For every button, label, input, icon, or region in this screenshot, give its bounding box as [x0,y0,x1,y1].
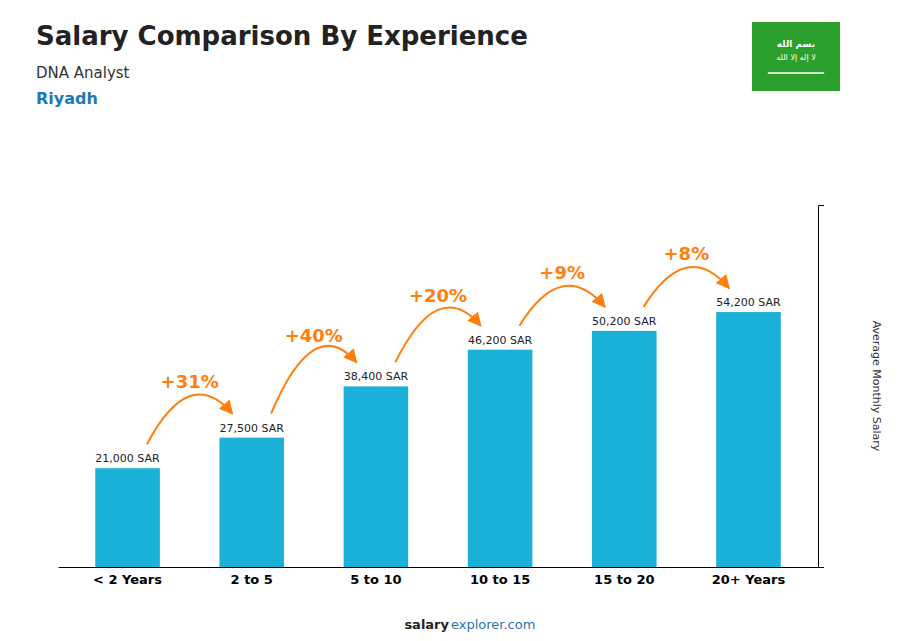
x-tick: 20+ Years [712,567,786,587]
x-tick: < 2 Years [93,567,162,587]
flag-background [752,22,840,91]
footer: salary [404,617,449,632]
annotations: +31% +40% +20% +9% +8% [147,243,729,444]
x-tick-label: 10 to 15 [470,572,530,587]
x-axis-line [59,567,819,568]
x-tick: 10 to 15 [470,567,530,587]
data-label: 38,400 SAR [344,370,409,383]
change-label: +31% [161,371,219,392]
plot: < 2 Years 2 to 5 5 to 10 10 to 15 15 to 20 20… [59,206,825,588]
data-label: 50,200 SAR [592,315,657,328]
x-tick: 15 to 20 [594,567,654,587]
change-arrow [147,395,232,445]
chart: Salary Comparison By Experience DNA Analy… [0,0,900,641]
subtitle: DNA Analyst [36,64,130,82]
bars [95,312,780,567]
x-tick: 2 to 5 [231,567,273,587]
y-axis-label: Average Monthly Salary [870,321,883,452]
change-arrow [644,267,729,307]
flag-sword [768,72,824,74]
bar [344,386,409,567]
bar [468,350,533,567]
bar [95,468,160,567]
change-arrow [271,346,356,414]
y-axis-line [819,206,825,568]
x-tick-label: < 2 Years [93,572,162,587]
x-tick-label: 2 to 5 [231,572,273,587]
x-tick-label: 20+ Years [712,572,786,587]
x-axis: < 2 Years 2 to 5 5 to 10 10 to 15 15 to 20 20… [59,567,819,587]
change-arrow [519,286,604,326]
change-label: +40% [285,325,343,346]
bar [592,331,657,567]
flag-text: لا إله إلا الله [776,53,816,63]
x-tick-label: 5 to 10 [350,572,401,587]
data-label: 27,500 SAR [220,422,285,435]
data-labels: 21,000 SAR 27,500 SAR 38,400 SAR 46,200 SAR… [95,296,781,465]
bar [716,312,781,567]
data-label: 46,200 SAR [468,334,533,347]
y-axis [819,206,825,568]
change-label: +20% [409,285,467,306]
title: Salary Comparison By Experience [36,21,528,51]
change-label: +9% [539,262,585,283]
flag: بسم الله لا إله إلا الله [752,22,840,91]
x-tick-label: 15 to 20 [594,572,654,587]
data-label: 21,000 SAR [95,452,160,465]
change-arrow [395,307,480,362]
x-tick: 5 to 10 [350,567,401,587]
footer: explorer.com [451,617,535,632]
data-label: 54,200 SAR [716,296,781,309]
bar [219,438,284,567]
flag-text: بسم الله [777,39,815,49]
change-label: +8% [664,243,710,264]
city: Riyadh [36,89,98,108]
